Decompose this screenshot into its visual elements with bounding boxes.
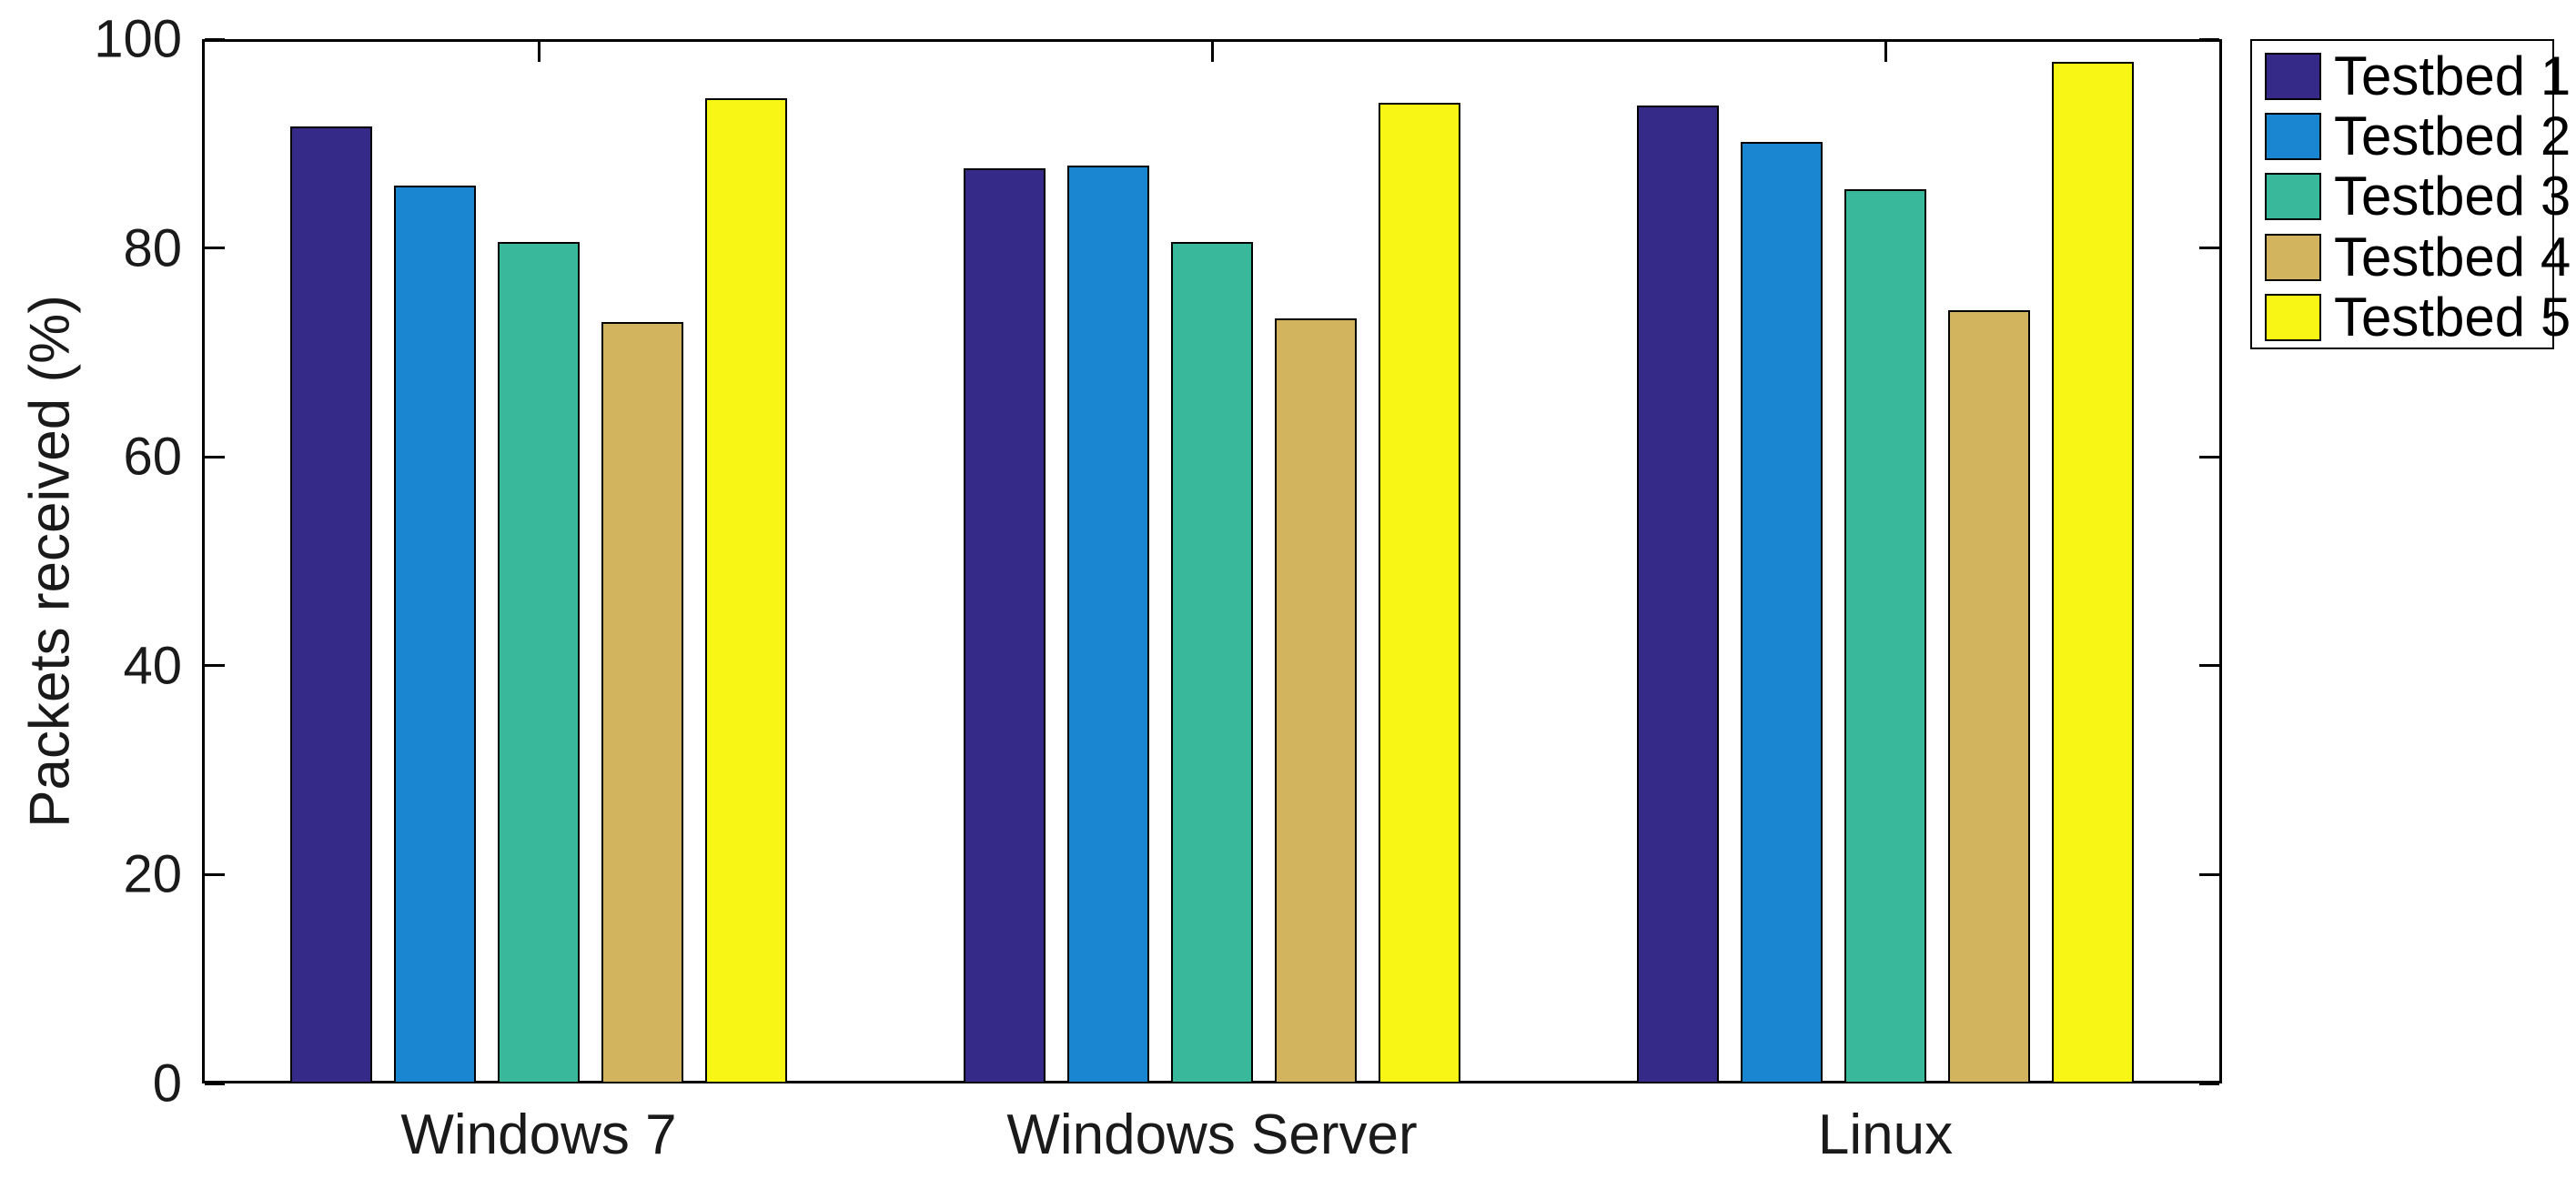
y-tick-label: 100 [94,9,182,69]
x-category-label-windows-server: Windows Server [1006,1103,1418,1166]
y-tick-left [205,872,225,876]
y-tick-right [2199,664,2219,668]
bar-testbed-3-windows-7 [498,241,580,1083]
bar-testbed-5-linux [2052,62,2134,1083]
legend-row-testbed-1: Testbed 1 [2252,49,2571,104]
y-tick-right [2199,455,2219,458]
legend-swatch-testbed-5 [2265,293,2321,341]
x-category-label-linux: Linux [1817,1103,1954,1166]
legend-label-testbed-3: Testbed 3 [2334,166,2571,227]
y-tick-right [2199,37,2219,41]
bar-testbed-1-linux [1637,106,1719,1083]
legend-label-testbed-1: Testbed 1 [2334,45,2571,106]
legend-row-testbed-2: Testbed 2 [2252,109,2571,164]
y-tick-right [2199,247,2219,250]
bar-testbed-4-windows-7 [601,322,683,1083]
y-tick-right [2199,872,2219,876]
bar-testbed-1-windows-server [964,168,1046,1083]
bar-testbed-3-windows-server [1171,241,1253,1083]
bar-testbed-5-windows-7 [705,98,787,1083]
y-tick-left [205,664,225,668]
legend-swatch-testbed-2 [2265,113,2321,161]
legend: Testbed 1 Testbed 2 Testbed 3 Testbed 4 Test… [2250,39,2571,349]
y-tick-left [205,37,225,41]
legend-label-testbed-5: Testbed 5 [2334,286,2571,348]
legend-row-testbed-4: Testbed 4 [2252,229,2571,285]
x-tick-top [1210,42,1214,62]
y-axis-label: Packets received (%) [18,295,82,828]
y-tick-label: 40 [123,636,182,696]
legend-swatch-testbed-1 [2265,53,2321,100]
bar-testbed-5-windows-server [1379,103,1460,1083]
y-tick-label: 0 [152,1053,182,1114]
bar-testbed-2-linux [1741,141,1823,1083]
bar-testbed-4-linux [1948,310,2030,1083]
x-tick-top [1884,42,1887,62]
legend-swatch-testbed-3 [2265,173,2321,221]
bar-testbed-2-windows-7 [394,185,476,1083]
y-tick-label: 60 [123,427,182,487]
legend-row-testbed-5: Testbed 5 [2252,289,2571,345]
y-tick-right [2199,1082,2219,1085]
y-tick-left [205,247,225,250]
x-category-label-windows-7: Windows 7 [400,1103,677,1166]
bar-testbed-2-windows-server [1067,165,1149,1083]
bar-testbed-1-windows-7 [290,126,372,1083]
y-tick-label: 80 [123,218,182,278]
y-tick-left [205,1082,225,1085]
y-tick-label: 20 [123,844,182,904]
legend-label-testbed-2: Testbed 2 [2334,106,2571,167]
x-tick-top [537,42,540,62]
bar-testbed-4-windows-server [1275,317,1357,1083]
legend-label-testbed-4: Testbed 4 [2334,226,2571,287]
legend-swatch-testbed-4 [2265,233,2321,281]
legend-row-testbed-3: Testbed 3 [2252,169,2571,224]
y-tick-left [205,455,225,458]
bar-testbed-3-linux [1844,189,1926,1083]
